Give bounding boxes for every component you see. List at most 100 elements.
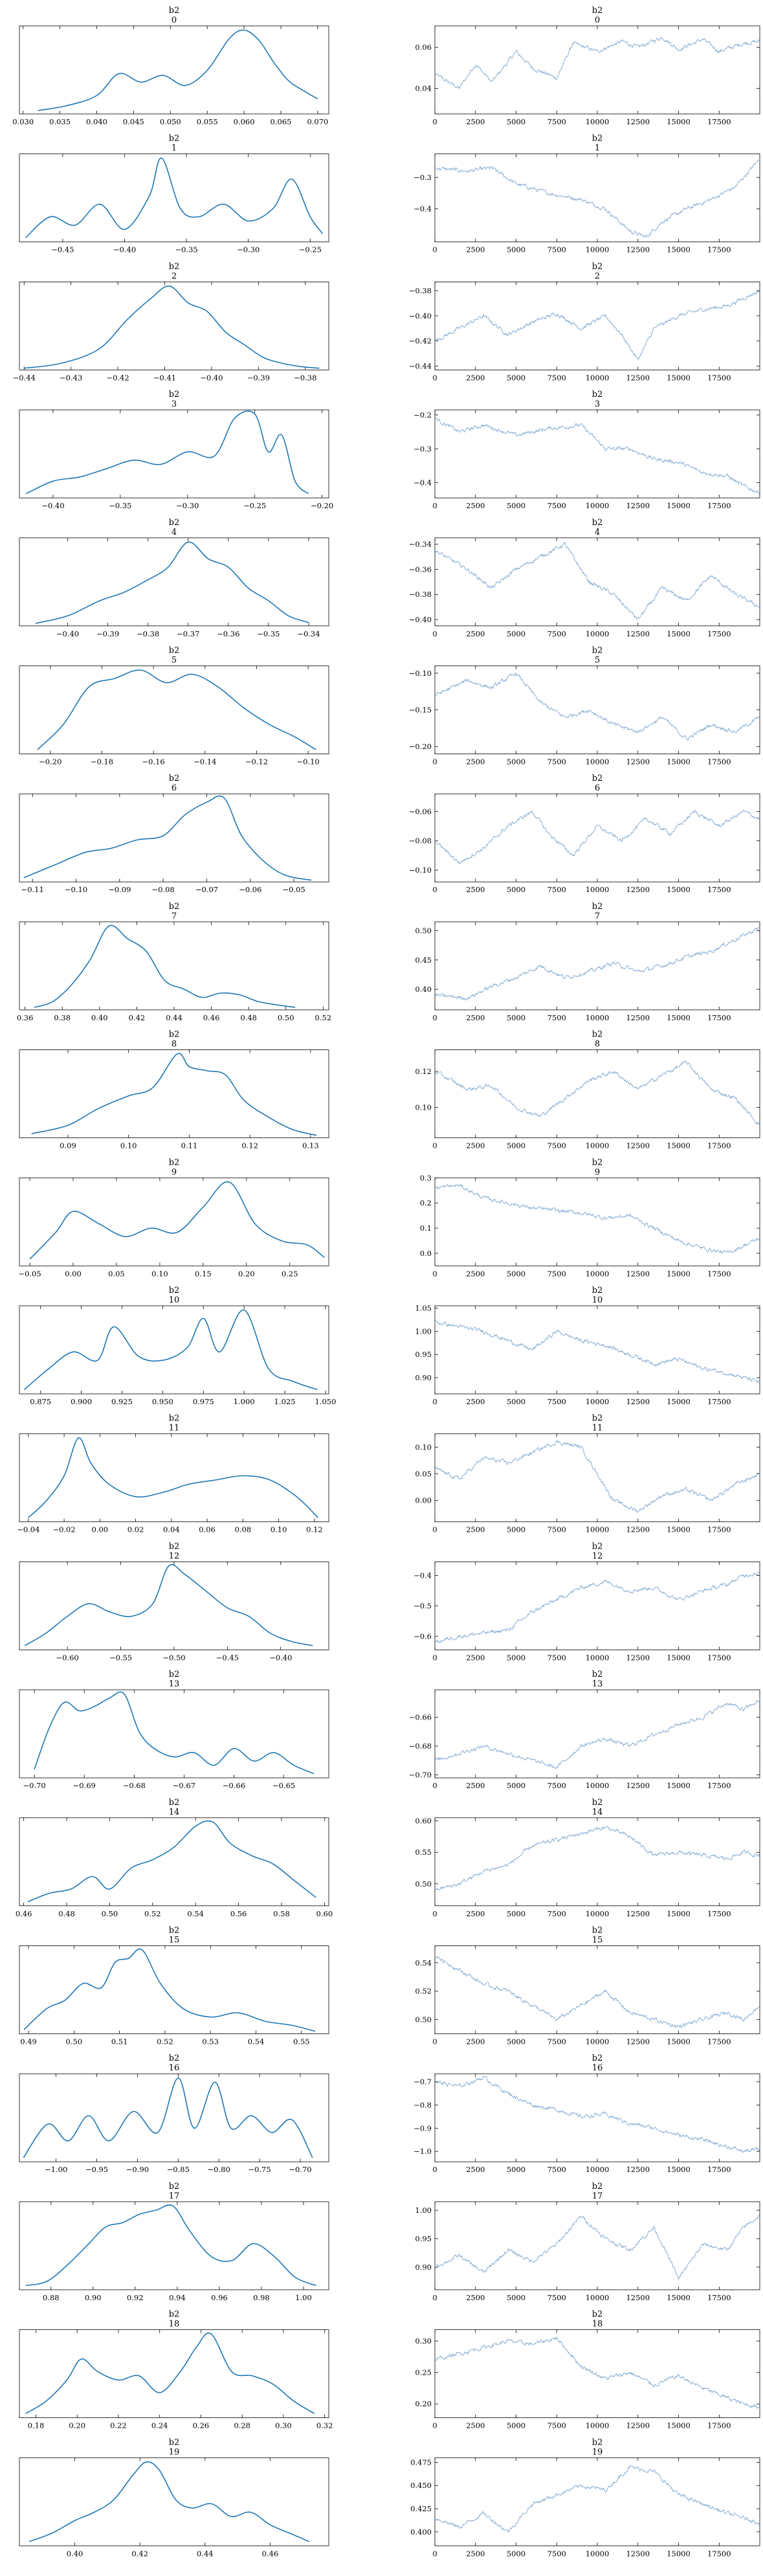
x-tick-label: −0.44 [13,373,36,382]
trace-title-var-18: b2 [592,2310,603,2320]
x-tick-label: 0 [432,245,437,254]
x-tick-label: −0.90 [126,2165,149,2174]
x-tick-label: 15000 [667,1397,691,1406]
x-tick-label: 0.52 [315,1013,332,1022]
x-tick-label: 7500 [547,2293,566,2302]
density-title-index-18: 18 [169,2320,180,2329]
y-tick-label: 0.60 [415,1817,432,1826]
trace-title-var-10: b2 [592,1286,603,1295]
density-axes-frame-14 [19,1817,329,1907]
kde-line-17 [25,2204,316,2287]
x-tick-label: 0.94 [169,2293,186,2302]
x-tick-label: 0.00 [65,1269,82,1278]
y-tick-label: 0.50 [415,2015,432,2024]
x-tick-label: 0 [432,1653,437,1662]
density-title-var-12: b2 [169,1541,180,1551]
x-tick-label: 17500 [707,1653,731,1662]
density-title-index-2: 2 [171,271,177,281]
x-tick-label: −0.45 [216,1653,239,1662]
density-axes-frame-19 [19,2457,329,2546]
x-tick-label: 0.055 [197,117,218,126]
x-tick-label: 0.00 [92,1525,109,1534]
x-tick-label: 7500 [547,757,566,767]
x-tick-label: −0.14 [194,757,216,767]
x-tick-label: 0 [432,1269,437,1278]
x-tick-label: 7500 [547,1909,566,1918]
x-tick-label: −0.36 [217,629,239,638]
x-tick-label: 2500 [466,1013,485,1022]
x-tick-label: −0.75 [248,2165,271,2174]
x-tick-label: 0.53 [202,2037,219,2046]
x-tick-label: 0.040 [86,117,107,126]
trace-axes-frame-5 [434,666,760,754]
x-tick-label: 0.10 [271,1525,287,1534]
x-tick-label: 12500 [626,1781,650,1790]
y-tick-label: −0.06 [409,807,432,816]
x-tick-label: 10000 [586,1141,610,1150]
y-tick-label: 0.95 [415,2234,432,2243]
trace-axes-frame-13 [434,1689,760,1778]
x-tick-label: 7500 [547,1141,566,1150]
x-tick-label: 15000 [667,629,691,638]
x-tick-label: 12500 [626,1269,650,1278]
trace-title-index-4: 4 [595,528,600,537]
x-tick-label: 0 [432,757,437,767]
x-tick-label: −0.50 [162,1653,185,1662]
y-tick-label: −0.70 [409,1771,432,1780]
x-tick-label: 10000 [586,245,610,254]
trace-panel-3: b23 0 2500 5000 7500 10000 12500 15000 17500 −0.4… [414,390,760,510]
x-tick-label: 0 [432,1397,437,1406]
x-tick-label: 2500 [466,629,485,638]
trace-title-var-2: b2 [592,262,603,271]
x-tick-label: 7500 [547,117,566,126]
density-axes-frame-10 [19,1305,329,1394]
density-title-var-14: b2 [169,1798,180,1808]
x-tick-label: 15000 [667,885,691,894]
x-tick-label: −0.40 [200,373,223,382]
x-tick-label: 2500 [466,1525,485,1534]
x-tick-label: 5000 [507,501,525,510]
trace-panel-7: b27 0 2500 5000 7500 10000 12500 15000 17500 0.40… [415,902,760,1022]
trace-axes-frame-12 [434,1561,760,1650]
x-tick-label: 17500 [707,1525,731,1534]
y-tick-label: 0.0 [420,1249,432,1258]
density-axes-frame-15 [19,1945,329,2034]
x-tick-label: 15000 [667,1141,691,1150]
x-tick-label: 0.40 [67,2549,83,2558]
x-tick-label: 7500 [547,885,566,894]
trace-title-index-16: 16 [592,2063,603,2073]
x-tick-label: −0.69 [73,1781,96,1790]
x-tick-label: 17500 [707,757,731,767]
x-tick-label: −0.07 [195,885,218,894]
density-title-var-6: b2 [169,774,180,783]
y-tick-label: 0.90 [415,1373,432,1382]
trace-title-index-10: 10 [592,1295,603,1305]
trace-panel-6: b26 0 2500 5000 7500 10000 12500 15000 17500 −0.1… [409,774,760,894]
x-tick-label: 7500 [547,629,566,638]
x-tick-label: −0.80 [208,2165,230,2174]
x-tick-label: 10000 [586,1653,610,1662]
x-tick-label: 0.13 [302,1141,319,1150]
x-tick-label: 0.15 [195,1269,212,1278]
x-tick-label: 0.92 [127,2293,144,2302]
density-axes-frame-4 [19,537,329,627]
density-axes-frame-17 [19,2201,329,2290]
trace-title-index-15: 15 [592,1936,603,1945]
density-axes-frame-8 [19,1049,329,1138]
trace-title-index-18: 18 [592,2320,603,2329]
trace-line-16 [434,2076,760,2153]
density-axes-frame-12 [19,1561,329,1650]
y-tick-label: 0.50 [415,926,432,935]
y-tick-label: 0.40 [415,985,432,994]
x-tick-label: 2500 [466,2421,485,2430]
y-tick-label: 0.05 [415,1470,432,1479]
x-tick-label: 0.950 [152,1397,173,1406]
trace-title-index-7: 7 [595,912,600,921]
x-tick-label: 0.20 [238,1269,255,1278]
y-tick-label: 0.1 [420,1224,432,1233]
kde-line-10 [23,1309,318,1391]
